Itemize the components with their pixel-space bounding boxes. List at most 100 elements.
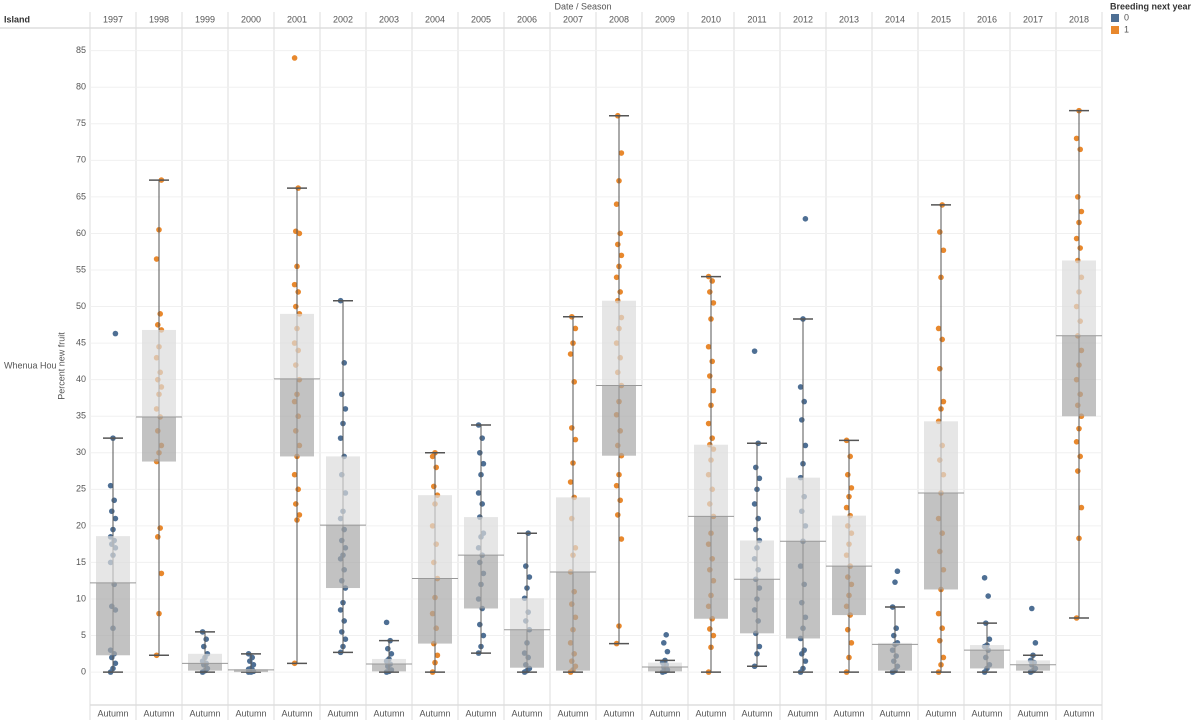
- data-point: [1077, 453, 1083, 460]
- data-point: [939, 625, 945, 632]
- data-point: [709, 358, 715, 365]
- x-category-label: 2000: [241, 14, 261, 24]
- data-point: [753, 464, 759, 471]
- data-point: [109, 508, 115, 515]
- data-point: [1073, 235, 1080, 242]
- box-lower: [464, 555, 498, 609]
- data-point: [801, 398, 807, 405]
- data-point: [112, 330, 119, 337]
- legend-swatch: [1111, 14, 1119, 22]
- data-point: [1032, 640, 1039, 646]
- data-point: [802, 442, 809, 449]
- box-lower: [970, 650, 1004, 669]
- data-point: [475, 490, 482, 496]
- box-upper: [970, 645, 1004, 651]
- box-upper: [832, 515, 866, 567]
- season-label: Autumn: [281, 708, 312, 718]
- season-label: Autumn: [373, 708, 404, 718]
- data-point: [203, 636, 209, 643]
- data-point: [1077, 245, 1083, 251]
- season-label: Autumn: [741, 708, 772, 718]
- data-point: [342, 636, 349, 643]
- box-lower: [556, 571, 590, 671]
- data-point: [157, 311, 163, 317]
- season-label: Autumn: [143, 708, 174, 718]
- data-point: [295, 289, 302, 295]
- data-point: [751, 348, 758, 354]
- data-point: [848, 485, 855, 491]
- data-point: [709, 435, 715, 441]
- data-point: [707, 626, 713, 632]
- x-category-label: 2011: [747, 14, 766, 24]
- data-point: [341, 360, 348, 366]
- data-point: [383, 619, 390, 626]
- y-tick-label: 10: [76, 593, 86, 603]
- legend-label: 0: [1124, 12, 1129, 22]
- x-category-label: 1998: [149, 14, 169, 24]
- data-point: [845, 471, 851, 478]
- legend-swatch: [1111, 26, 1119, 34]
- box-lower: [280, 378, 314, 457]
- data-point: [1078, 504, 1085, 511]
- data-point: [613, 274, 620, 281]
- row-header: Island: [4, 14, 30, 24]
- y-tick-label: 80: [76, 82, 86, 92]
- y-tick-label: 50: [76, 301, 86, 311]
- data-point: [434, 652, 441, 659]
- data-point: [937, 229, 943, 235]
- box-upper: [280, 313, 314, 379]
- row-label: Whenua Hou: [4, 360, 57, 370]
- data-point: [526, 574, 533, 580]
- y-tick-label: 60: [76, 228, 86, 238]
- data-point: [339, 391, 345, 398]
- data-point: [477, 621, 483, 628]
- season-label: Autumn: [833, 708, 864, 718]
- data-point: [986, 636, 993, 643]
- data-point: [661, 640, 667, 646]
- data-point: [848, 640, 855, 646]
- box-lower: [326, 525, 360, 589]
- data-point: [480, 460, 487, 467]
- season-label: Autumn: [603, 708, 634, 718]
- data-point: [705, 420, 712, 427]
- y-tick-label: 35: [76, 411, 86, 421]
- box-upper: [878, 642, 912, 645]
- data-point: [893, 625, 899, 632]
- data-point: [291, 55, 298, 61]
- box-upper: [418, 495, 452, 579]
- box-lower: [142, 416, 176, 462]
- y-tick-label: 5: [81, 630, 86, 640]
- y-tick-label: 70: [76, 155, 86, 165]
- box-upper: [372, 658, 406, 665]
- x-category-label: 2003: [379, 14, 399, 24]
- data-point: [479, 501, 486, 507]
- x-category-label: 2016: [977, 14, 997, 24]
- data-point: [433, 464, 440, 471]
- data-point: [981, 574, 988, 581]
- data-point: [295, 486, 302, 493]
- x-category-label: 2013: [839, 14, 859, 24]
- data-point: [617, 497, 623, 504]
- data-point: [1073, 439, 1080, 445]
- data-point: [615, 241, 621, 248]
- box-lower: [188, 663, 222, 671]
- y-tick-label: 55: [76, 264, 86, 274]
- data-point: [1029, 605, 1035, 612]
- box-upper: [188, 653, 222, 664]
- data-point: [940, 398, 947, 405]
- data-point: [940, 247, 947, 254]
- data-point: [250, 661, 257, 668]
- y-tick-label: 20: [76, 520, 86, 530]
- y-tick-label: 0: [81, 666, 86, 676]
- column-header-title: Date / Season: [554, 1, 611, 11]
- data-point: [112, 660, 119, 667]
- data-point: [388, 651, 395, 657]
- data-point: [112, 515, 119, 522]
- box-upper: [924, 421, 958, 493]
- box-lower: [234, 669, 268, 673]
- data-point: [572, 436, 579, 443]
- box-upper: [96, 536, 130, 583]
- data-point: [155, 534, 161, 540]
- data-point: [710, 387, 717, 394]
- season-label: Autumn: [557, 708, 588, 718]
